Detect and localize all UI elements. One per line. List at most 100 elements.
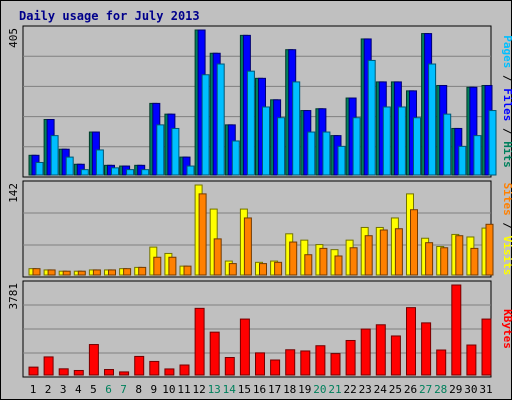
kbytes-bar bbox=[43, 356, 54, 376]
x-tick-label: 17 bbox=[268, 383, 281, 396]
x-tick-label: 3 bbox=[60, 383, 67, 396]
legend-segment: / bbox=[501, 121, 512, 141]
panel-1-legend-label: Pages / Files / Hits bbox=[501, 35, 512, 168]
legend-segment: Pages bbox=[501, 35, 512, 68]
sites-bar bbox=[470, 247, 479, 276]
x-tick-label: 31 bbox=[479, 383, 492, 396]
kbytes-bar bbox=[28, 366, 39, 376]
kbytes-bar bbox=[300, 350, 311, 376]
panel-3-ymax-label: 3781 bbox=[7, 283, 20, 310]
x-tick-label: 28 bbox=[434, 383, 447, 396]
x-tick-label: 18 bbox=[283, 383, 296, 396]
pages-bar bbox=[428, 63, 437, 176]
sites-bar bbox=[62, 270, 71, 276]
legend-segment: Sites bbox=[501, 183, 512, 216]
x-tick-label: 15 bbox=[238, 383, 251, 396]
kbytes-bar bbox=[330, 353, 341, 376]
x-tick-label: 14 bbox=[223, 383, 237, 396]
kbytes-bar bbox=[451, 284, 462, 376]
pages-bar bbox=[307, 131, 316, 176]
sites-bar bbox=[213, 238, 222, 276]
x-tick-label: 11 bbox=[177, 383, 190, 396]
kbytes-bar bbox=[436, 349, 447, 376]
sites-bar bbox=[440, 247, 449, 276]
sites-bar bbox=[168, 256, 177, 276]
x-tick-label: 27 bbox=[419, 383, 432, 396]
sites-bar bbox=[183, 265, 192, 276]
sites-bar bbox=[153, 256, 162, 276]
legend-segment: Files bbox=[501, 88, 512, 121]
pages-bar bbox=[337, 145, 346, 176]
kbytes-bar bbox=[179, 364, 190, 376]
kbytes-bar bbox=[239, 318, 250, 376]
panel-2-legend-label: Sites / Visits bbox=[501, 183, 512, 276]
kbytes-bar bbox=[285, 349, 296, 376]
legend-segment: Hits bbox=[501, 141, 512, 168]
sites-bar bbox=[123, 268, 132, 276]
x-tick-label: 20 bbox=[313, 383, 326, 396]
legend-segment: / bbox=[501, 68, 512, 88]
pages-bar bbox=[171, 127, 180, 176]
sites-bar bbox=[243, 217, 252, 276]
x-tick-label: 2 bbox=[45, 383, 52, 396]
x-tick-label: 21 bbox=[328, 383, 341, 396]
pages-bar bbox=[262, 106, 270, 176]
x-tick-label: 19 bbox=[298, 383, 311, 396]
pages-bar bbox=[473, 135, 482, 176]
x-tick-label: 7 bbox=[120, 383, 127, 396]
x-tick-label: 23 bbox=[359, 383, 372, 396]
pages-bar bbox=[111, 167, 119, 176]
sites-bar bbox=[319, 247, 328, 276]
sites-bar bbox=[289, 241, 298, 276]
kbytes-bar bbox=[255, 352, 265, 376]
kbytes-bar bbox=[209, 331, 220, 376]
sites-bar bbox=[394, 228, 403, 276]
pages-bar bbox=[50, 135, 59, 176]
panel-1-ymax-label: 405 bbox=[7, 28, 20, 48]
legend-segment: KBytes bbox=[501, 309, 512, 349]
pages-bar bbox=[246, 70, 255, 176]
pages-bar bbox=[322, 131, 331, 176]
x-tick-label: 22 bbox=[343, 383, 356, 396]
pages-bar bbox=[35, 161, 44, 176]
sites-bar bbox=[379, 229, 388, 276]
sites-bar bbox=[138, 266, 147, 276]
sites-bar bbox=[259, 263, 267, 276]
panel-2-ymax-label: 142 bbox=[7, 183, 20, 203]
kbytes-bar bbox=[345, 339, 356, 376]
sites-bar bbox=[349, 247, 358, 276]
x-tick-label: 13 bbox=[208, 383, 221, 396]
kbytes-bar bbox=[164, 368, 175, 376]
x-tick-label: 4 bbox=[75, 383, 82, 396]
x-tick-label: 12 bbox=[192, 383, 205, 396]
kbytes-bar bbox=[390, 335, 401, 376]
kbytes-bar bbox=[149, 360, 160, 376]
sites-bar bbox=[92, 269, 101, 276]
x-tick-label: 9 bbox=[150, 383, 157, 396]
sites-bar bbox=[485, 223, 494, 276]
pages-bar bbox=[156, 124, 165, 176]
sites-bar bbox=[198, 193, 207, 276]
x-tick-label: 16 bbox=[253, 383, 266, 396]
x-tick-label: 26 bbox=[404, 383, 417, 396]
kbytes-bar bbox=[375, 324, 386, 376]
pages-bar bbox=[458, 145, 467, 176]
x-tick-label: 5 bbox=[90, 383, 97, 396]
kbytes-bar bbox=[194, 307, 205, 376]
sites-bar bbox=[304, 254, 313, 276]
kbytes-bar bbox=[58, 368, 69, 376]
kbytes-bar bbox=[73, 369, 84, 376]
sites-bar bbox=[108, 269, 116, 276]
pages-bar bbox=[292, 81, 301, 176]
pages-bar bbox=[382, 106, 391, 176]
sites-bar bbox=[364, 235, 373, 276]
kbytes-bar bbox=[466, 344, 477, 376]
kbytes-bar bbox=[360, 328, 371, 376]
x-tick-label: 24 bbox=[374, 383, 388, 396]
chart-title: Daily usage for July 2013 bbox=[19, 9, 200, 23]
x-tick-label: 30 bbox=[464, 383, 477, 396]
kbytes-bar bbox=[224, 357, 235, 376]
sites-bar bbox=[32, 268, 41, 276]
x-tick-label: 25 bbox=[389, 383, 402, 396]
